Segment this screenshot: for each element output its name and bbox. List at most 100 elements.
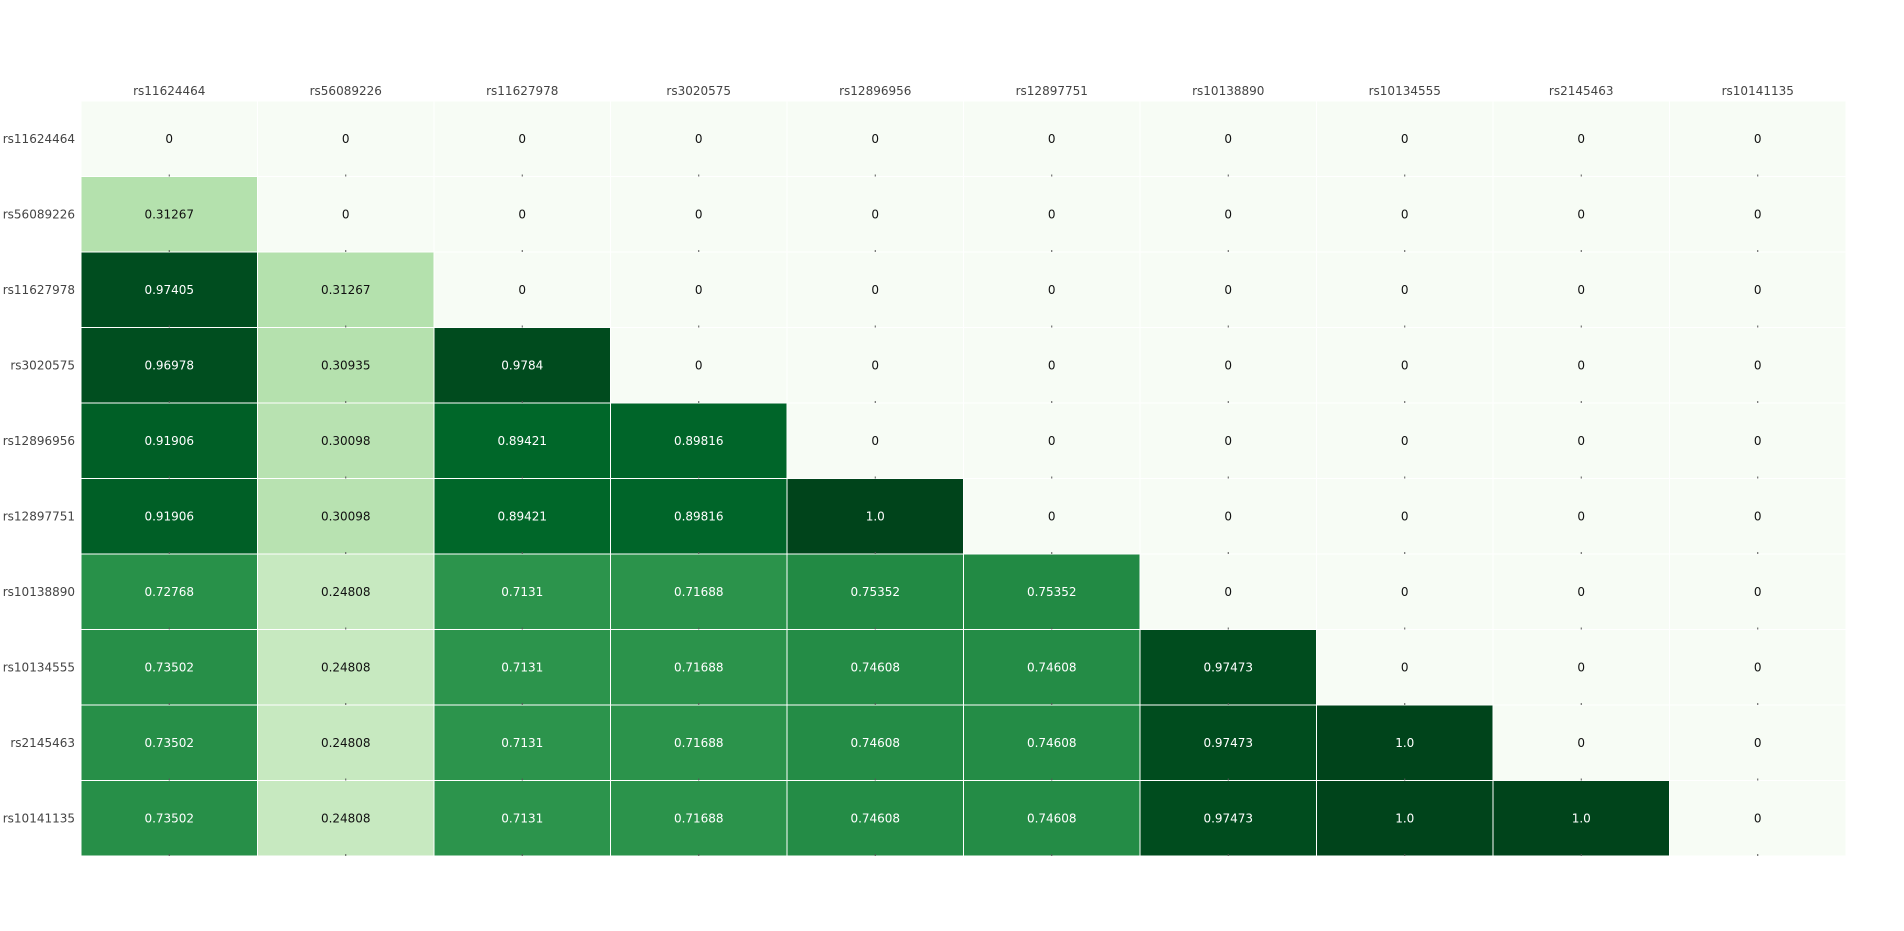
heatmap-cell-label: 0 xyxy=(1754,358,1762,372)
cell-tick-mark xyxy=(345,778,347,781)
heatmap-cell-rs2145463-rs10138890 xyxy=(1139,704,1317,781)
heatmap-cell-label: 0 xyxy=(1401,132,1409,146)
heatmap-cell-rs10134555-rs12896956 xyxy=(786,629,964,706)
heatmap-cell-rs10141135-rs3020575 xyxy=(610,780,788,857)
heatmap-cell-label: 0.89816 xyxy=(674,509,724,523)
cell-tick-mark xyxy=(874,401,876,403)
cell-tick-mark xyxy=(874,250,876,252)
cell-tick-mark xyxy=(1757,325,1759,328)
cell-tick-mark xyxy=(168,476,170,479)
cell-tick-mark xyxy=(345,854,347,856)
cell-tick-mark xyxy=(1404,854,1406,856)
cell-tick-mark xyxy=(1757,401,1759,403)
heatmap-cells xyxy=(80,100,1847,857)
heatmap-cell-label: 0.71688 xyxy=(674,811,724,825)
heatmap-cell-label: 0.74608 xyxy=(1027,660,1077,674)
heatmap-cell-rs10138890-rs12897751 xyxy=(963,553,1141,630)
heatmap-cell-rs10138890-rs2145463 xyxy=(1492,553,1670,630)
heatmap-cell-label: 0 xyxy=(1754,207,1762,221)
heatmap-cell-label: 0 xyxy=(1754,660,1762,674)
heatmap-cell-rs56089226-rs12896956 xyxy=(786,176,964,253)
heatmap-cell-label: 0.7131 xyxy=(501,736,543,750)
heatmap-cell-label: 0.24808 xyxy=(321,736,371,750)
heatmap-cell-label: 0 xyxy=(342,207,350,221)
cell-tick-mark xyxy=(345,703,347,705)
heatmap-cell-rs10134555-rs10141135 xyxy=(1669,629,1847,706)
heatmap-cell-label: 0 xyxy=(1577,283,1585,297)
heatmap-cell-label: 0 xyxy=(1048,358,1056,372)
heatmap-cell-label: 0 xyxy=(518,207,526,221)
x-tick-label: rs11624464 xyxy=(133,84,205,98)
heatmap-cell-label: 1.0 xyxy=(1395,736,1414,750)
cell-tick-mark xyxy=(1580,476,1582,479)
x-tick-label: rs12897751 xyxy=(1016,84,1088,98)
heatmap-cell-label: 0 xyxy=(695,283,703,297)
cell-tick-mark xyxy=(521,552,523,554)
heatmap-cell-rs10138890-rs11624464 xyxy=(80,553,258,630)
heatmap-cell-label: 0 xyxy=(1754,509,1762,523)
heatmap-cell-label: 0.7131 xyxy=(501,660,543,674)
cell-tick-mark xyxy=(1580,778,1582,781)
heatmap-cell-rs2145463-rs2145463 xyxy=(1492,704,1670,781)
cell-tick-mark xyxy=(345,250,347,252)
cell-tick-mark xyxy=(1404,401,1406,403)
heatmap-cell-rs12897751-rs12896956 xyxy=(786,478,964,555)
cell-tick-mark xyxy=(1051,778,1053,781)
heatmap-cell-label: 0.30935 xyxy=(321,358,371,372)
heatmap-cell-label: 0.73502 xyxy=(144,811,194,825)
heatmap-cell-label: 0.7131 xyxy=(501,811,543,825)
heatmap-cell-rs11624464-rs10141135 xyxy=(1669,100,1847,177)
cell-tick-mark xyxy=(1227,703,1229,705)
heatmap-cell-rs11624464-rs56089226 xyxy=(257,100,435,177)
heatmap-cell-label: 0 xyxy=(1754,736,1762,750)
cell-tick-mark xyxy=(698,476,700,479)
heatmap-cell-label: 0 xyxy=(871,283,879,297)
heatmap-cell-label: 0 xyxy=(1048,509,1056,523)
heatmap-cell-rs10138890-rs10134555 xyxy=(1316,553,1494,630)
cell-tick-mark xyxy=(521,627,523,630)
cell-tick-mark xyxy=(521,703,523,705)
heatmap-cell-rs2145463-rs12897751 xyxy=(963,704,1141,781)
heatmap-cell-rs56089226-rs10141135 xyxy=(1669,176,1847,253)
heatmap-cell-rs12897751-rs11627978 xyxy=(433,478,611,555)
heatmap-cell-label: 0.71688 xyxy=(674,736,724,750)
cell-tick-mark xyxy=(168,854,170,856)
cell-tick-mark xyxy=(1580,401,1582,403)
x-tick-label: rs10138890 xyxy=(1192,84,1264,98)
heatmap-cell-label: 0 xyxy=(1401,585,1409,599)
heatmap-cell-label: 0.9784 xyxy=(501,358,543,372)
heatmap-cell-rs11624464-rs3020575 xyxy=(610,100,788,177)
heatmap-cell-label: 0.31267 xyxy=(144,207,194,221)
heatmap-cell-rs12896956-rs10138890 xyxy=(1139,402,1317,479)
cell-tick-mark xyxy=(1757,552,1759,554)
heatmap-cell-label: 0 xyxy=(342,132,350,146)
heatmap-cell-label: 0.24808 xyxy=(321,585,371,599)
heatmap-cell-rs2145463-rs10134555 xyxy=(1316,704,1494,781)
heatmap-cell-label: 0 xyxy=(1577,660,1585,674)
cell-tick-mark xyxy=(1051,552,1053,554)
heatmap-cell-rs10138890-rs10141135 xyxy=(1669,553,1847,630)
heatmap-cell-rs2145463-rs12896956 xyxy=(786,704,964,781)
heatmap-cell-rs11624464-rs12896956 xyxy=(786,100,964,177)
y-tick-label: rs12897751 xyxy=(3,509,75,523)
heatmap-cell-rs12896956-rs10141135 xyxy=(1669,402,1847,479)
heatmap-cell-label: 0.89421 xyxy=(497,509,547,523)
x-tick-label: rs10134555 xyxy=(1369,84,1441,98)
cell-tick-mark xyxy=(698,627,700,630)
heatmap-cell-rs10141135-rs10134555 xyxy=(1316,780,1494,857)
heatmap-cell-label: 0.97473 xyxy=(1203,660,1253,674)
cell-tick-mark xyxy=(1404,703,1406,705)
cell-tick-mark xyxy=(1051,174,1053,177)
cell-tick-mark xyxy=(168,401,170,403)
heatmap-cell-label: 1.0 xyxy=(1572,811,1591,825)
heatmap-cell-label: 0 xyxy=(1048,283,1056,297)
y-tick-label: rs11624464 xyxy=(3,132,75,146)
cell-tick-mark xyxy=(168,778,170,781)
heatmap-cell-rs10138890-rs3020575 xyxy=(610,553,788,630)
x-tick-label: rs3020575 xyxy=(666,84,731,98)
heatmap-cell-label: 0 xyxy=(1401,509,1409,523)
heatmap-cell-label: 0 xyxy=(165,132,173,146)
cell-tick-mark xyxy=(521,401,523,403)
cell-tick-mark xyxy=(168,627,170,630)
heatmap-cell-label: 0.74608 xyxy=(850,811,900,825)
